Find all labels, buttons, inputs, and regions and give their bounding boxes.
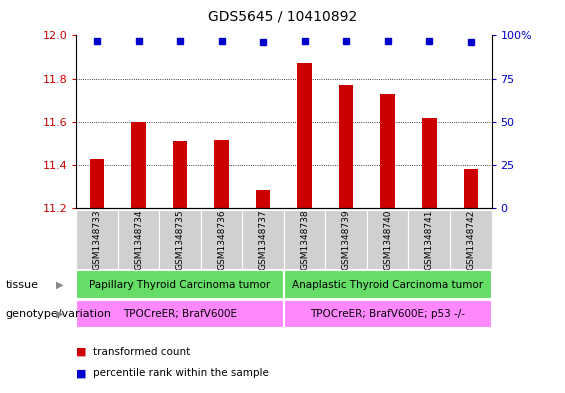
Text: ■: ■ xyxy=(76,368,87,378)
Text: Papillary Thyroid Carcinoma tumor: Papillary Thyroid Carcinoma tumor xyxy=(89,279,271,290)
Bar xyxy=(284,300,492,328)
Bar xyxy=(173,141,188,208)
Text: ■: ■ xyxy=(76,347,87,357)
Text: percentile rank within the sample: percentile rank within the sample xyxy=(93,368,269,378)
Text: Anaplastic Thyroid Carcinoma tumor: Anaplastic Thyroid Carcinoma tumor xyxy=(292,279,483,290)
Bar xyxy=(284,270,492,299)
Bar xyxy=(118,210,159,269)
Text: GSM1348735: GSM1348735 xyxy=(176,209,185,270)
Text: GSM1348739: GSM1348739 xyxy=(342,209,351,270)
Bar xyxy=(214,140,229,208)
Text: GSM1348736: GSM1348736 xyxy=(217,209,226,270)
Text: TPOCreER; BrafV600E; p53 -/-: TPOCreER; BrafV600E; p53 -/- xyxy=(310,309,465,319)
Bar xyxy=(463,169,478,208)
Bar xyxy=(339,85,354,208)
Text: GSM1348734: GSM1348734 xyxy=(134,209,143,270)
Bar xyxy=(380,94,395,208)
Text: GSM1348740: GSM1348740 xyxy=(383,209,392,270)
Text: GSM1348738: GSM1348738 xyxy=(300,209,309,270)
Bar xyxy=(90,159,105,208)
Bar xyxy=(450,210,492,269)
Bar xyxy=(297,64,312,208)
Text: GDS5645 / 10410892: GDS5645 / 10410892 xyxy=(208,10,357,24)
Bar xyxy=(76,210,118,269)
Text: GSM1348733: GSM1348733 xyxy=(93,209,102,270)
Bar xyxy=(201,210,242,269)
Bar xyxy=(242,210,284,269)
Bar xyxy=(325,210,367,269)
Text: GSM1348737: GSM1348737 xyxy=(259,209,268,270)
Bar xyxy=(256,190,271,208)
Text: TPOCreER; BrafV600E: TPOCreER; BrafV600E xyxy=(123,309,237,319)
Bar xyxy=(131,122,146,208)
Text: transformed count: transformed count xyxy=(93,347,190,357)
Bar xyxy=(284,210,325,269)
Bar xyxy=(367,210,408,269)
Text: genotype/variation: genotype/variation xyxy=(6,309,112,319)
Text: ▶: ▶ xyxy=(55,309,63,319)
Text: ▶: ▶ xyxy=(55,279,63,290)
Bar xyxy=(159,210,201,269)
Bar xyxy=(422,118,437,208)
Text: tissue: tissue xyxy=(6,279,38,290)
Bar xyxy=(76,300,284,328)
Bar xyxy=(408,210,450,269)
Bar xyxy=(76,270,284,299)
Text: GSM1348741: GSM1348741 xyxy=(425,209,434,270)
Text: GSM1348742: GSM1348742 xyxy=(466,209,475,270)
